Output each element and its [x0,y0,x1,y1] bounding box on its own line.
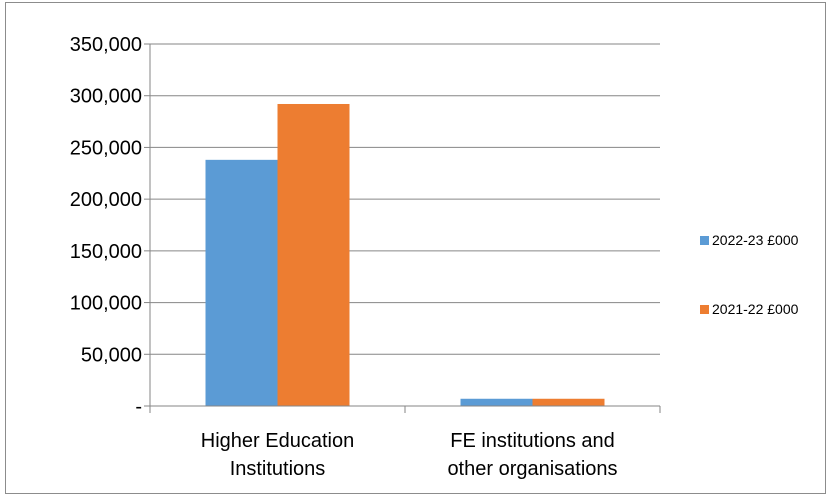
bar-0-1 [277,103,350,406]
y-tick-label-7: 350,000 [70,34,142,56]
legend: 2022-23 £000 2021-22 £000 [700,232,799,317]
axes [144,43,661,413]
x-category-label-1-1: other organisations [447,458,617,480]
y-tick-label-0: - [135,396,142,418]
y-tick-label-3: 150,000 [70,241,142,263]
legend-swatch-0 [700,236,709,245]
y-tick-label-5: 250,000 [70,137,142,159]
bar-1-0 [460,398,533,406]
bar-0-0 [205,159,278,406]
bar-1-1 [532,398,605,406]
x-category-label-0-0: Higher Education [201,430,354,452]
y-tick-label-2: 100,000 [70,293,142,315]
y-tick-label-4: 200,000 [70,189,142,211]
legend-label-0: 2022-23 £000 [712,232,799,248]
x-category-label-0-1: Institutions [230,458,326,480]
bars [205,103,605,406]
legend-swatch-1 [700,305,709,314]
y-tick-labels: - 50,000 100,000 150,000 200,000 250,000 300,0… [70,34,142,418]
y-tick-label-1: 50,000 [81,344,142,366]
x-category-label-1-0: FE institutions and [450,430,615,452]
x-category-labels: Higher Education Institutions FE instituti… [201,430,618,480]
y-tick-label-6: 300,000 [70,86,142,108]
legend-label-1: 2021-22 £000 [712,301,799,317]
chart-frame [5,2,826,494]
